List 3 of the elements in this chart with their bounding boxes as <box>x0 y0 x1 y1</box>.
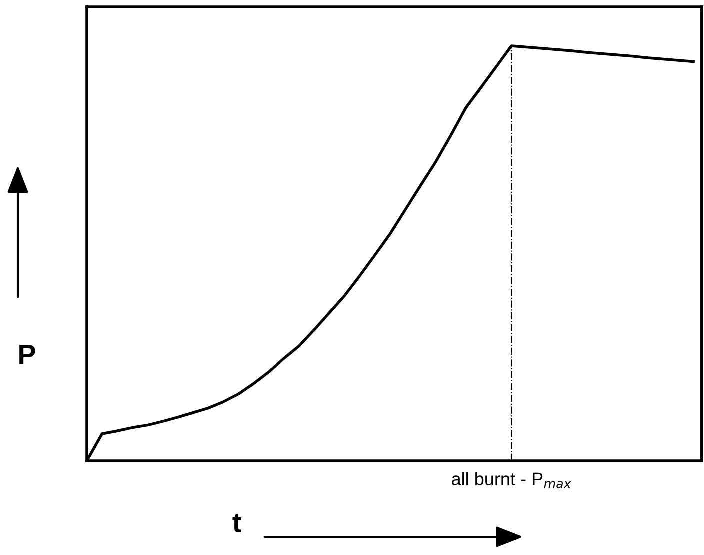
x-axis-title: t <box>232 514 242 532</box>
y-axis-title: P <box>20 345 36 364</box>
text: all burnt - P$_{max}$ <box>452 472 572 488</box>
